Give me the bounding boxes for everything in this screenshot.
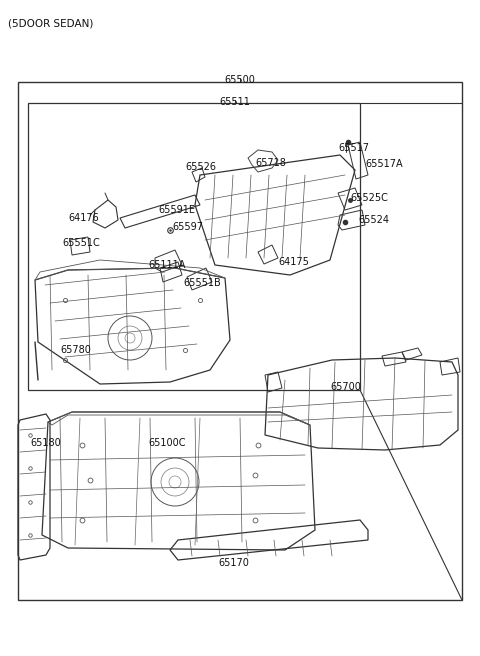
- Text: 65170: 65170: [218, 558, 249, 568]
- Text: 65591E: 65591E: [158, 205, 195, 215]
- Bar: [18, 82, 462, 600]
- Text: 65517: 65517: [338, 143, 369, 153]
- Text: 65718: 65718: [255, 158, 286, 168]
- Bar: [28, 103, 360, 390]
- Text: 65111A: 65111A: [148, 260, 185, 270]
- Text: 65780: 65780: [60, 345, 91, 355]
- Text: 65100C: 65100C: [148, 438, 185, 448]
- Text: 65517A: 65517A: [365, 159, 403, 169]
- Text: 65597: 65597: [172, 222, 203, 232]
- Text: 65551B: 65551B: [183, 278, 221, 288]
- Text: 64176: 64176: [68, 213, 99, 223]
- Text: 65180: 65180: [30, 438, 61, 448]
- Text: 65525C: 65525C: [350, 193, 388, 203]
- Text: 65526: 65526: [185, 162, 216, 172]
- Text: (5DOOR SEDAN): (5DOOR SEDAN): [8, 18, 94, 28]
- Text: 65700: 65700: [330, 382, 361, 392]
- Text: 64175: 64175: [278, 257, 309, 267]
- Text: 65500: 65500: [225, 75, 255, 85]
- Text: 65551C: 65551C: [62, 238, 100, 248]
- Text: 65524: 65524: [358, 215, 389, 225]
- Text: 65511: 65511: [219, 97, 251, 107]
